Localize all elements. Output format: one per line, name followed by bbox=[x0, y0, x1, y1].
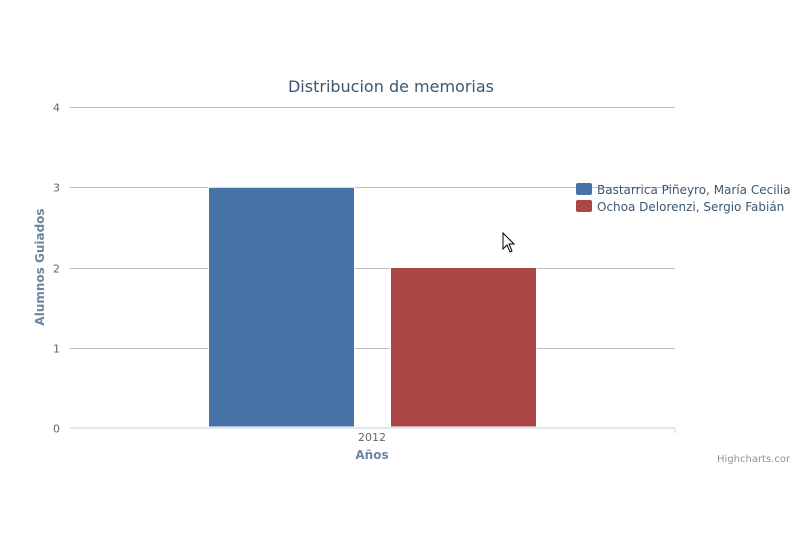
y-axis-ticks: 0 1 2 3 4 bbox=[53, 102, 60, 436]
legend: Bastarrica Piñeyro, María Cecilia Ochoa … bbox=[576, 183, 790, 214]
x-tick-label: 2012 bbox=[358, 431, 386, 444]
bar-series-2[interactable] bbox=[390, 267, 537, 428]
legend-label: Bastarrica Piñeyro, María Cecilia bbox=[597, 183, 790, 197]
y-tick-label: 3 bbox=[53, 182, 60, 195]
y-tick-label: 1 bbox=[53, 343, 60, 356]
y-tick-label: 2 bbox=[53, 263, 60, 276]
grid-lines bbox=[70, 107, 675, 349]
credits-link[interactable]: Highcharts.com bbox=[717, 454, 790, 465]
legend-item-series-1[interactable]: Bastarrica Piñeyro, María Cecilia bbox=[576, 183, 790, 197]
legend-swatch bbox=[576, 183, 592, 195]
x-axis-title: Años bbox=[355, 448, 388, 462]
y-tick-label: 4 bbox=[53, 102, 60, 115]
arrow-cursor-icon bbox=[502, 231, 516, 253]
bar-series-1[interactable] bbox=[208, 186, 355, 428]
legend-item-series-2[interactable]: Ochoa Delorenzi, Sergio Fabián bbox=[576, 200, 784, 214]
chart-title: Distribucion de memorias bbox=[288, 77, 494, 96]
y-axis-title: Alumnos Guiados bbox=[33, 208, 47, 325]
bars[interactable] bbox=[208, 186, 537, 428]
y-tick-label: 0 bbox=[53, 423, 60, 436]
legend-swatch bbox=[576, 200, 592, 212]
legend-label: Ochoa Delorenzi, Sergio Fabián bbox=[597, 200, 784, 214]
